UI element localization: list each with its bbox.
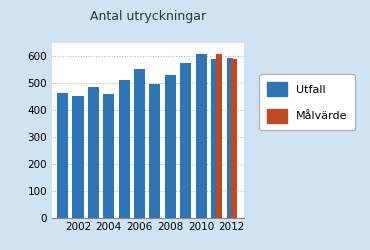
Bar (231, 59, 237, 218)
Bar (211, 59, 217, 218)
Bar (57, 93, 68, 218)
Bar (134, 70, 145, 218)
Bar (103, 94, 114, 218)
Bar (180, 63, 191, 218)
Bar (149, 84, 161, 217)
Bar (88, 87, 99, 218)
Bar (73, 96, 84, 218)
Bar (227, 58, 232, 218)
Bar (165, 75, 176, 218)
Bar (216, 54, 222, 218)
Bar (119, 80, 130, 217)
Bar (196, 54, 206, 218)
Text: Antal utryckningar: Antal utryckningar (90, 10, 206, 23)
Legend: Utfall, Målvärde: Utfall, Målvärde (259, 74, 355, 130)
